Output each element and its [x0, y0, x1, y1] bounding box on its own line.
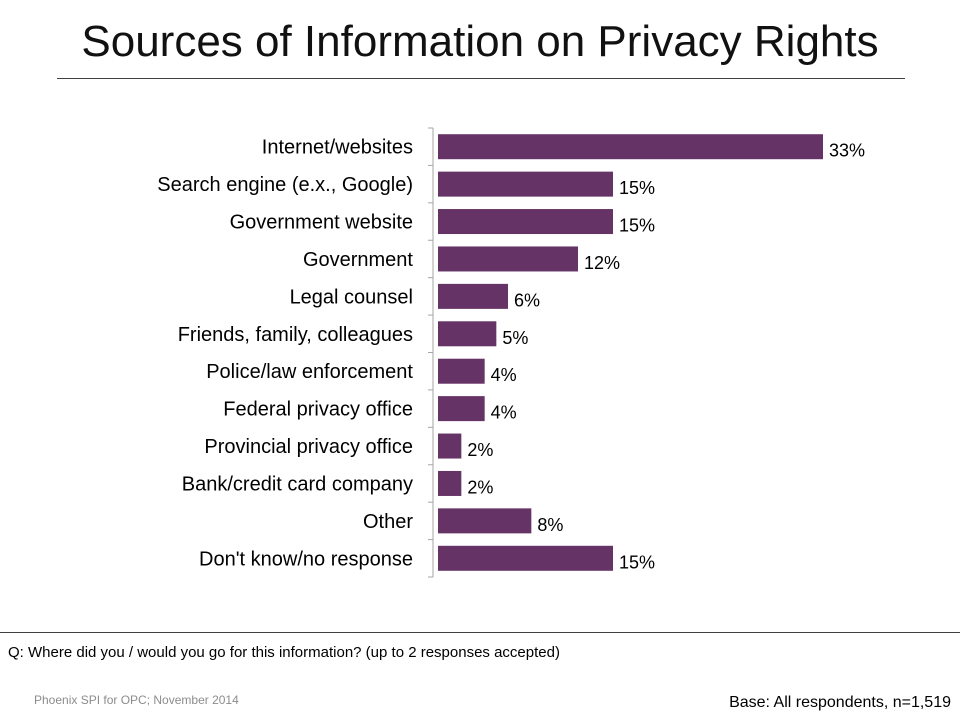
bar — [438, 171, 613, 197]
bar — [438, 321, 497, 347]
category-label: Government website — [230, 212, 413, 234]
title-divider — [57, 78, 905, 79]
bar — [438, 470, 462, 496]
category-label: Don't know/no response — [199, 548, 413, 570]
category-label: Friends, family, colleagues — [178, 324, 413, 346]
category-label: Provincial privacy office — [204, 436, 413, 458]
category-label: Federal privacy office — [223, 399, 413, 421]
value-label: 8% — [537, 515, 563, 535]
bar — [438, 508, 532, 534]
bar — [438, 433, 462, 459]
bar — [438, 283, 508, 309]
value-label: 12% — [584, 253, 620, 273]
value-label: 15% — [619, 216, 655, 236]
value-label: 6% — [514, 290, 540, 310]
value-label: 4% — [491, 365, 517, 385]
bar — [438, 246, 578, 272]
bar-chart: Internet/websites 33% Search engine (e.x.,… — [157, 127, 865, 578]
category-label: Bank/credit card company — [182, 473, 413, 495]
category-label: Other — [363, 511, 413, 533]
bar — [438, 134, 823, 160]
value-label: 2% — [467, 440, 493, 460]
footer-divider — [0, 632, 960, 633]
bar — [438, 545, 613, 571]
value-label: 15% — [619, 552, 655, 572]
value-label: 4% — [491, 403, 517, 423]
bar — [438, 358, 485, 384]
source-note: Phoenix SPI for OPC; November 2014 — [34, 693, 239, 707]
chart-title: Sources of Information on Privacy Rights — [81, 17, 879, 66]
base-note: Base: All respondents, n=1,519 — [729, 694, 951, 711]
category-label: Government — [303, 249, 413, 271]
category-label: Search engine (e.x., Google) — [157, 174, 413, 196]
value-label: 5% — [502, 328, 528, 348]
value-label: 33% — [829, 141, 865, 161]
category-label: Internet/websites — [262, 137, 413, 159]
bar — [438, 209, 613, 235]
category-label: Legal counsel — [290, 286, 413, 308]
value-label: 15% — [619, 178, 655, 198]
category-label: Police/law enforcement — [206, 361, 413, 383]
bar — [438, 396, 485, 422]
value-label: 2% — [467, 477, 493, 497]
survey-question: Q: Where did you / would you go for this… — [8, 644, 560, 661]
